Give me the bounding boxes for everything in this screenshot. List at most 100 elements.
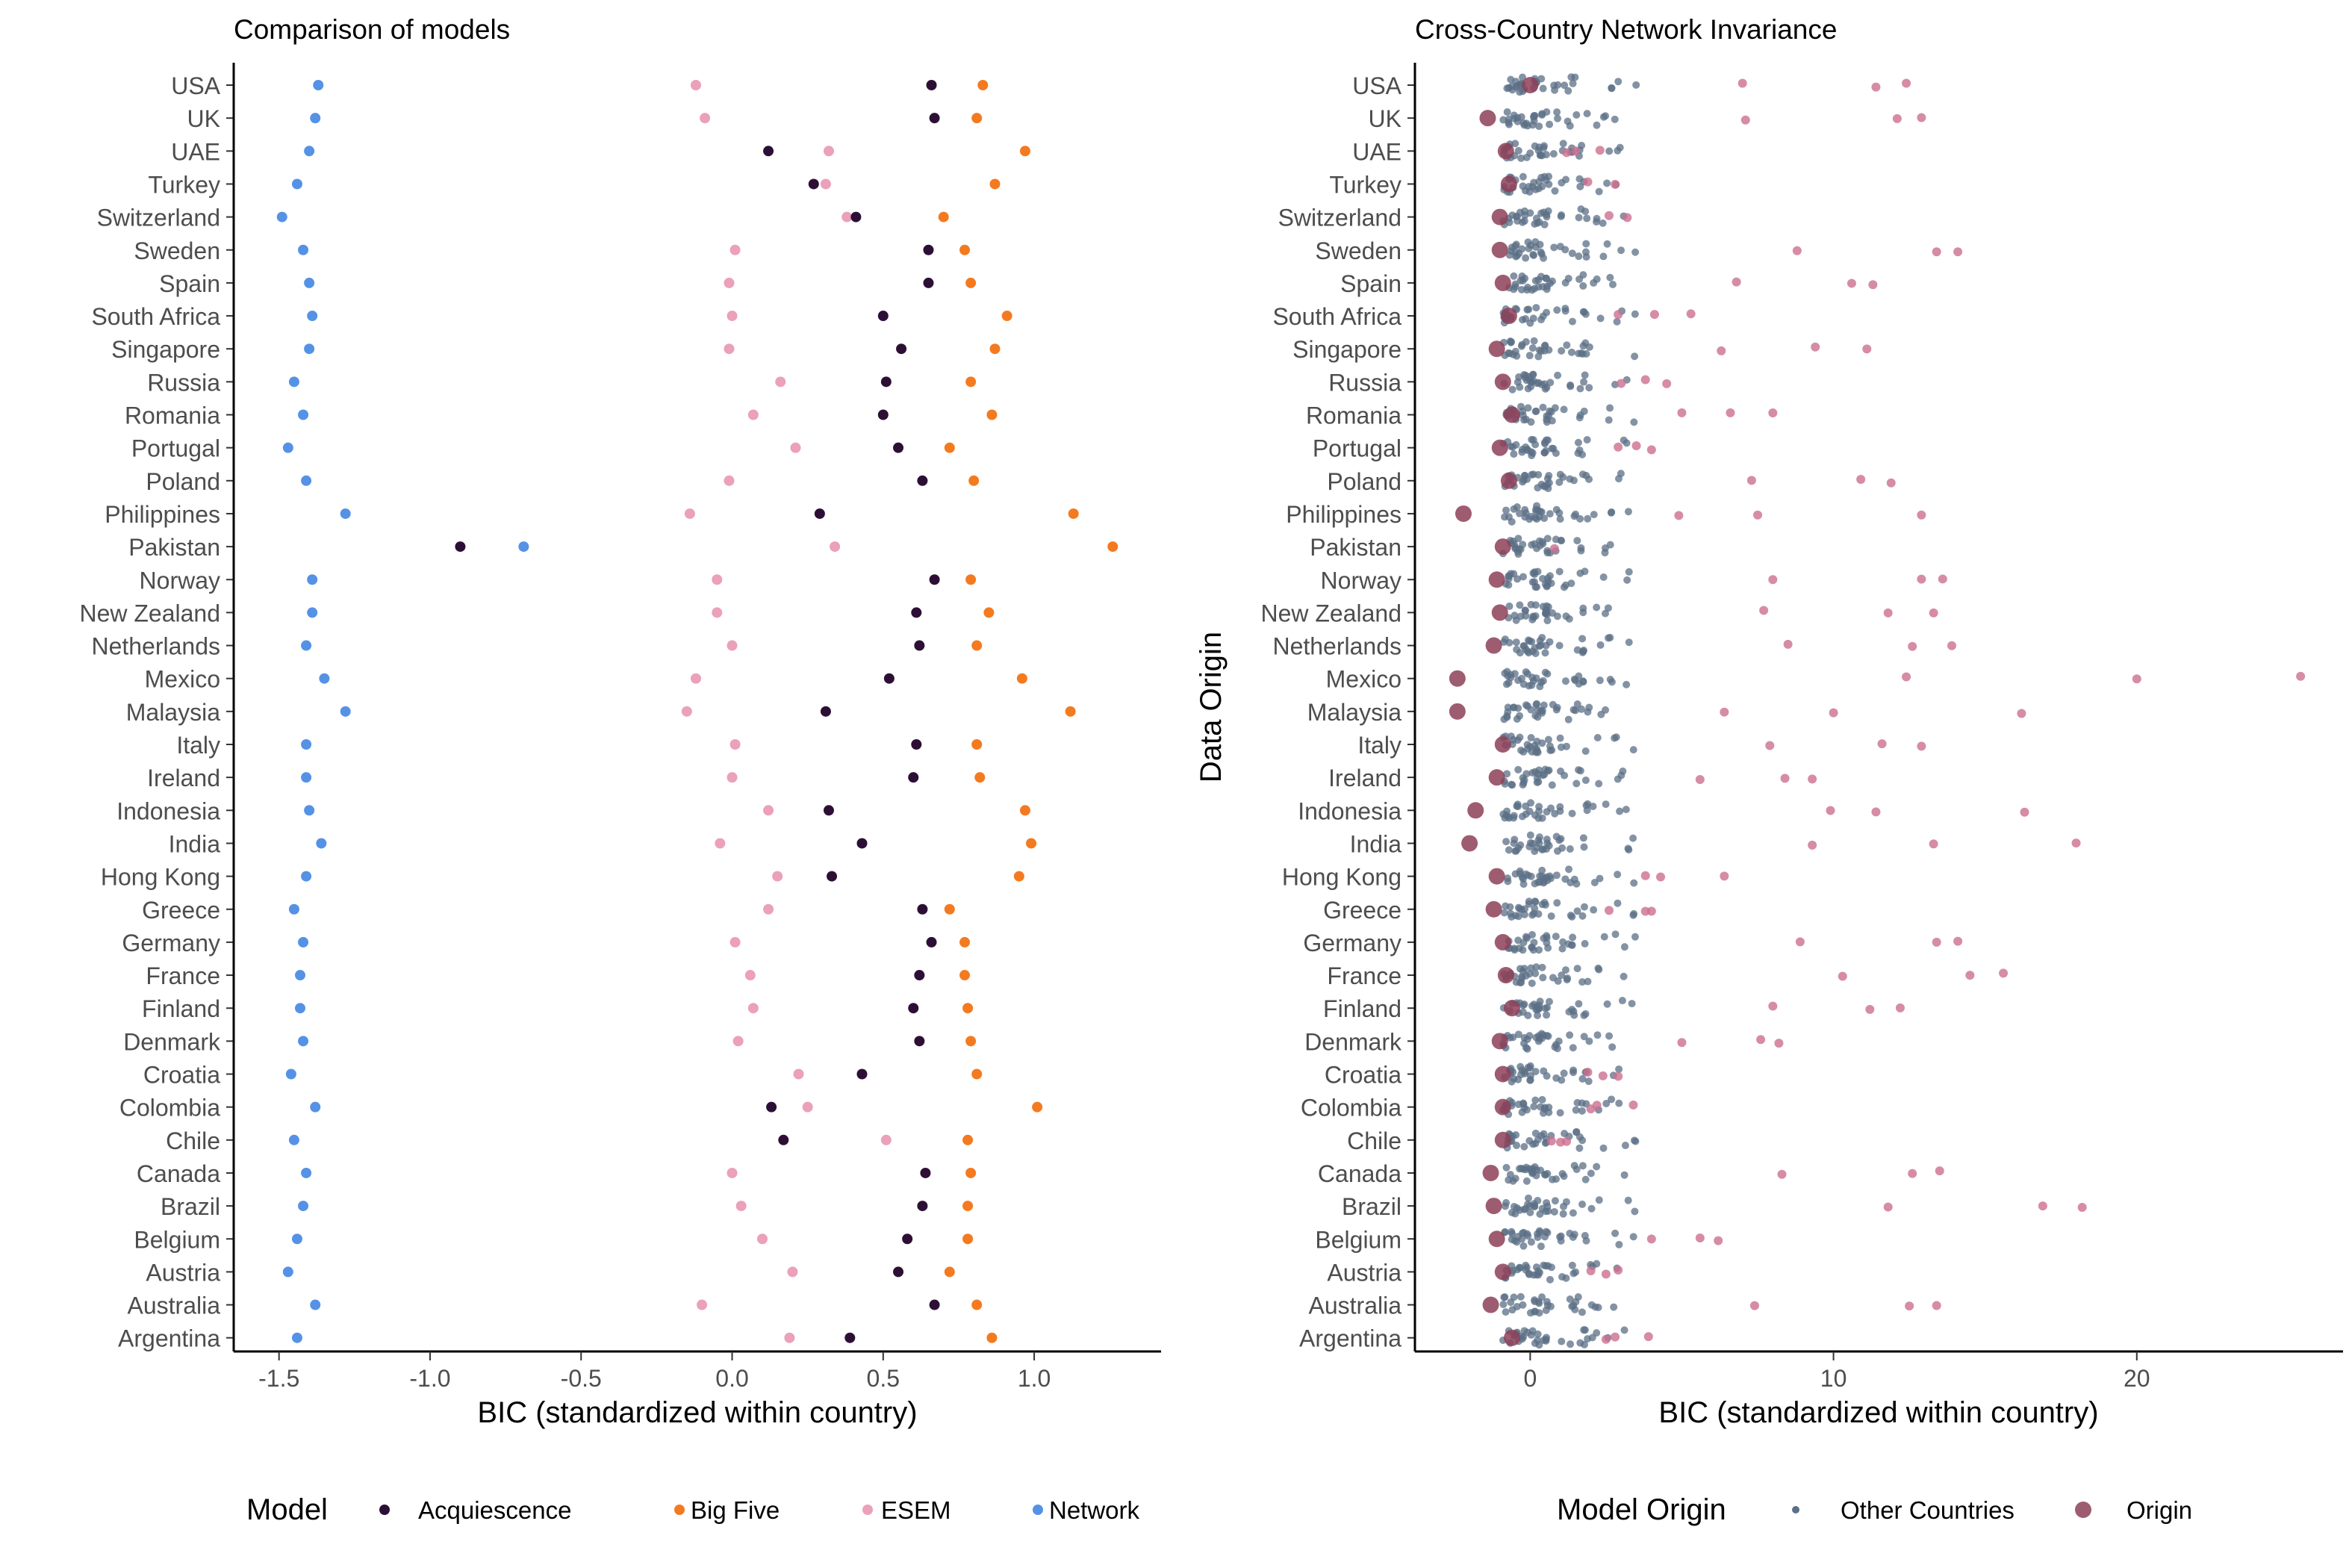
point-other-countries-croatia: [1569, 1066, 1578, 1074]
point-other-countries-india: [1526, 831, 1534, 839]
point-outlier-spain: [1847, 279, 1856, 288]
point-other-countries-spain: [1606, 273, 1614, 281]
point-acquiescence-argentina: [844, 1332, 856, 1343]
point-other-countries-argentina: [1534, 1330, 1542, 1338]
point-other-countries-netherlands: [1512, 638, 1520, 647]
point-big_five-indonesia: [1019, 805, 1030, 816]
point-other-countries-germany: [1611, 930, 1620, 939]
point-other-countries-philippines: [1608, 508, 1616, 516]
point-other-countries-belgium: [1582, 1236, 1590, 1245]
point-other-countries-pakistan: [1528, 541, 1536, 549]
point-other-countries-romania: [1605, 416, 1613, 424]
point-other-countries-ireland: [1595, 780, 1603, 788]
point-other-countries-sweden: [1550, 243, 1558, 252]
point-network-austria: [282, 1266, 293, 1278]
point-outlier-india: [1929, 839, 1938, 849]
point-esem-finland: [747, 1003, 759, 1014]
point-outlier-uk: [1740, 115, 1750, 125]
point-other-countries-australia: [1538, 1293, 1546, 1301]
point-other-countries-greece: [1630, 909, 1638, 918]
point-big_five-france: [959, 970, 971, 981]
point-network-pakistan: [518, 541, 529, 553]
point-other-countries-portugal: [1548, 444, 1556, 452]
point-acquiescence-india: [856, 838, 868, 849]
point-other-countries-chile: [1578, 1136, 1587, 1145]
point-other-countries-germany: [1552, 933, 1560, 941]
left-y-tick-label: Chile: [166, 1127, 220, 1154]
point-esem-portugal: [790, 442, 801, 453]
point-other-countries-russia: [1546, 379, 1555, 387]
point-other-countries-sweden: [1617, 246, 1625, 255]
point-other-countries-poland: [1545, 471, 1553, 479]
legend-label-origin: Origin: [2127, 1496, 2192, 1524]
point-network-finland: [295, 1003, 306, 1014]
point-other-countries-philippines: [1532, 507, 1540, 515]
point-acquiescence-uk: [929, 113, 940, 124]
point-other-countries-germany: [1559, 938, 1567, 946]
point-other-countries-usa: [1614, 78, 1623, 86]
point-other-countries-portugal: [1510, 450, 1518, 458]
right-legend: Model Origin Other Countries Origin: [1557, 1493, 2192, 1526]
point-other-countries-sweden: [1505, 251, 1513, 259]
point-other-countries-uk: [1546, 120, 1554, 128]
left-y-axis-ticks: USA UK UAE Turkey Switzerland Sweden Spain Sout…: [79, 72, 234, 1352]
point-network-romania: [298, 409, 309, 420]
point-other-countries-indonesia: [1583, 806, 1591, 815]
point-other-countries-india: [1545, 841, 1553, 850]
point-acquiescence-netherlands: [914, 640, 925, 651]
point-other-countries-belgium: [1519, 1242, 1528, 1250]
point-origin-finland: [1503, 1000, 1520, 1017]
point-outlier-philippines: [1917, 510, 1926, 520]
point-other-countries-greece: [1547, 912, 1555, 920]
point-other-countries-sweden: [1556, 243, 1564, 251]
point-other-countries-uk: [1564, 117, 1572, 125]
point-esem-austria: [787, 1266, 798, 1278]
point-other-countries-poland: [1556, 470, 1564, 479]
point-other-countries-switzerland: [1513, 217, 1522, 225]
point-outlier-usa: [1737, 78, 1747, 88]
point-other-countries-finland: [1535, 1001, 1543, 1009]
point-outlier-france: [1999, 968, 2009, 978]
left-x-axis-label: BIC (standardized within country): [477, 1396, 917, 1429]
point-network-italy: [301, 739, 312, 750]
point-network-croatia: [285, 1068, 296, 1080]
point-other-countries-austria: [1516, 1263, 1524, 1272]
left-y-tick-label: Malaysia: [126, 699, 220, 726]
point-other-countries-india: [1552, 833, 1561, 841]
point-esem-indonesia: [763, 805, 774, 816]
point-other-countries-finland: [1628, 1000, 1636, 1008]
left-y-tick-label: Philippines: [105, 501, 220, 528]
point-other-countries-greece: [1520, 910, 1528, 918]
point-other-countries-malaysia: [1564, 715, 1572, 724]
point-other-countries-greece: [1568, 912, 1576, 921]
point-outlier-denmark: [1756, 1035, 1766, 1045]
point-acquiescence-greece: [917, 903, 928, 915]
left-y-tick-label: South Africa: [91, 303, 220, 330]
point-acquiescence-austria: [893, 1266, 904, 1278]
point-outlier-new-zealand: [1883, 608, 1893, 617]
left-y-tick-label: Ireland: [147, 765, 220, 791]
point-other-countries-netherlands: [1505, 638, 1513, 647]
point-other-countries-philippines: [1521, 505, 1529, 514]
point-acquiescence-south-africa: [877, 311, 889, 322]
point-outlier-india: [2071, 839, 2081, 848]
point-big_five-philippines: [1068, 508, 1079, 519]
point-other-countries-greece: [1614, 899, 1622, 907]
point-outlier-spain: [1868, 280, 1878, 290]
point-other-countries-uae: [1616, 143, 1624, 152]
point-outlier-italy: [1877, 739, 1887, 749]
point-outlier-croatia: [1614, 1071, 1623, 1081]
point-other-countries-netherlands: [1625, 638, 1633, 647]
point-other-countries-denmark: [1605, 1032, 1614, 1040]
point-outlier-new-zealand: [1929, 608, 1938, 617]
point-big_five-india: [1026, 838, 1037, 849]
point-other-countries-philippines: [1576, 514, 1584, 523]
point-other-countries-new-zealand: [1511, 612, 1519, 620]
point-other-countries-south-africa: [1596, 314, 1605, 323]
point-other-countries-singapore: [1525, 352, 1534, 360]
point-other-countries-portugal: [1540, 449, 1549, 457]
point-other-countries-argentina: [1520, 1327, 1528, 1335]
point-other-countries-pakistan: [1535, 537, 1543, 545]
point-acquiescence-spain: [923, 277, 934, 288]
point-other-countries-ireland: [1548, 781, 1556, 789]
